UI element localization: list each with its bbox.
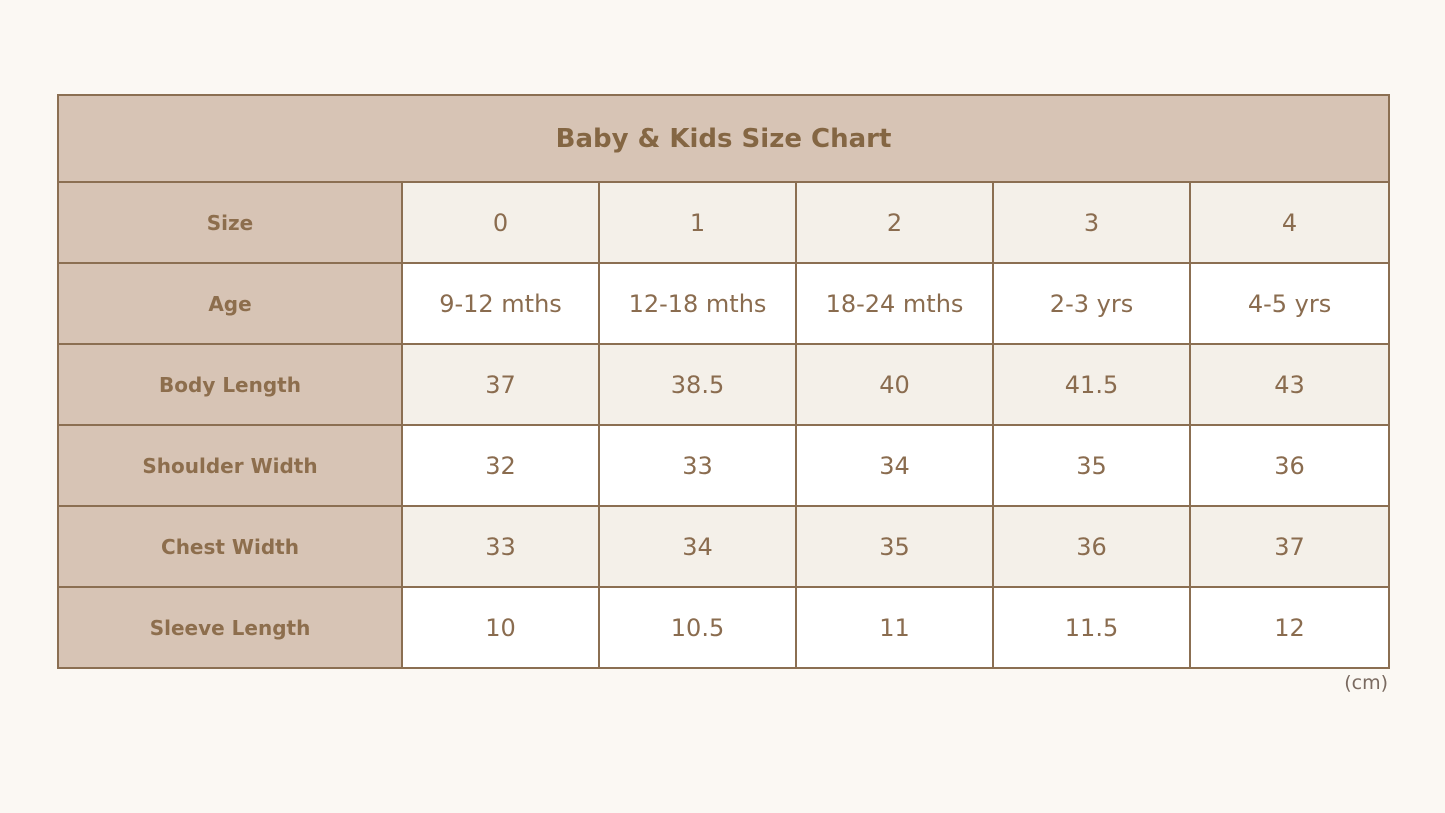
shoulder-width-value: 36 (1188, 424, 1391, 507)
chest-width-value: 33 (401, 505, 600, 588)
age-value: 9-12 mths (401, 262, 600, 345)
chest-width-header: Chest Width (57, 505, 403, 588)
body-length-value: 40 (795, 343, 994, 426)
size-chart-table: Baby & Kids Size Chart Size 0 1 2 3 4 Ag… (56, 94, 1391, 669)
shoulder-width-value: 34 (795, 424, 994, 507)
shoulder-width-value: 32 (401, 424, 600, 507)
age-value: 4-5 yrs (1188, 262, 1391, 345)
sleeve-length-value: 12 (1188, 586, 1391, 669)
size-value: 1 (598, 181, 797, 264)
body-length-row: Body Length 37 38.5 40 41.5 43 (57, 343, 1391, 426)
body-length-header: Body Length (57, 343, 403, 426)
age-value: 12-18 mths (598, 262, 797, 345)
sleeve-length-value: 11.5 (992, 586, 1191, 669)
size-value: 2 (795, 181, 994, 264)
body-length-value: 37 (401, 343, 600, 426)
sleeve-length-value: 10.5 (598, 586, 797, 669)
sleeve-length-header: Sleeve Length (57, 586, 403, 669)
chest-width-value: 34 (598, 505, 797, 588)
body-length-value: 38.5 (598, 343, 797, 426)
shoulder-width-value: 33 (598, 424, 797, 507)
age-header: Age (57, 262, 403, 345)
size-value: 0 (401, 181, 600, 264)
sleeve-length-row: Sleeve Length 10 10.5 11 11.5 12 (57, 586, 1391, 669)
chest-width-row: Chest Width 33 34 35 36 37 (57, 505, 1391, 588)
chart-title: Baby & Kids Size Chart (56, 94, 1391, 183)
shoulder-width-header: Shoulder Width (57, 424, 403, 507)
size-header: Size (57, 181, 403, 264)
body-length-value: 43 (1188, 343, 1391, 426)
body-length-value: 41.5 (992, 343, 1191, 426)
title-row: Baby & Kids Size Chart (56, 94, 1391, 183)
chest-width-value: 36 (992, 505, 1191, 588)
age-row: Age 9-12 mths 12-18 mths 18-24 mths 2-3 … (57, 262, 1391, 345)
shoulder-width-row: Shoulder Width 32 33 34 35 36 (57, 424, 1391, 507)
age-value: 18-24 mths (795, 262, 994, 345)
unit-note: (cm) (1344, 672, 1388, 694)
size-row: Size 0 1 2 3 4 (57, 181, 1391, 264)
chest-width-value: 35 (795, 505, 994, 588)
chest-width-value: 37 (1188, 505, 1391, 588)
sleeve-length-value: 11 (795, 586, 994, 669)
sleeve-length-value: 10 (401, 586, 600, 669)
shoulder-width-value: 35 (992, 424, 1191, 507)
size-value: 4 (1188, 181, 1391, 264)
age-value: 2-3 yrs (992, 262, 1191, 345)
size-value: 3 (992, 181, 1191, 264)
